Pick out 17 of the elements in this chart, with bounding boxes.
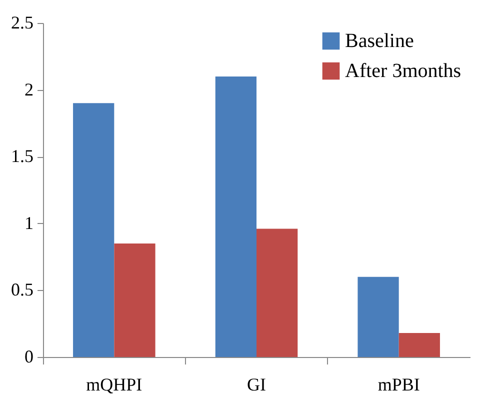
y-tick-label: 2 — [24, 79, 34, 100]
bar — [398, 332, 440, 357]
bar — [73, 103, 114, 357]
y-tick-label: 1 — [24, 212, 34, 233]
x-tick-label: mQHPI — [86, 374, 142, 394]
legend-label: After 3months — [345, 60, 462, 82]
y-tick-label: 0.5 — [11, 280, 34, 300]
y-tick-label: 0 — [24, 346, 34, 366]
x-tick-label: GI — [247, 374, 266, 394]
legend-label: Baseline — [345, 30, 414, 52]
bar — [358, 276, 399, 357]
x-tick-label: mPBI — [378, 374, 420, 394]
bar — [215, 76, 256, 357]
bar — [114, 243, 156, 357]
y-tick-label: 2.5 — [11, 12, 34, 32]
y-tick-label: 1.5 — [11, 146, 34, 166]
bar — [256, 228, 298, 357]
